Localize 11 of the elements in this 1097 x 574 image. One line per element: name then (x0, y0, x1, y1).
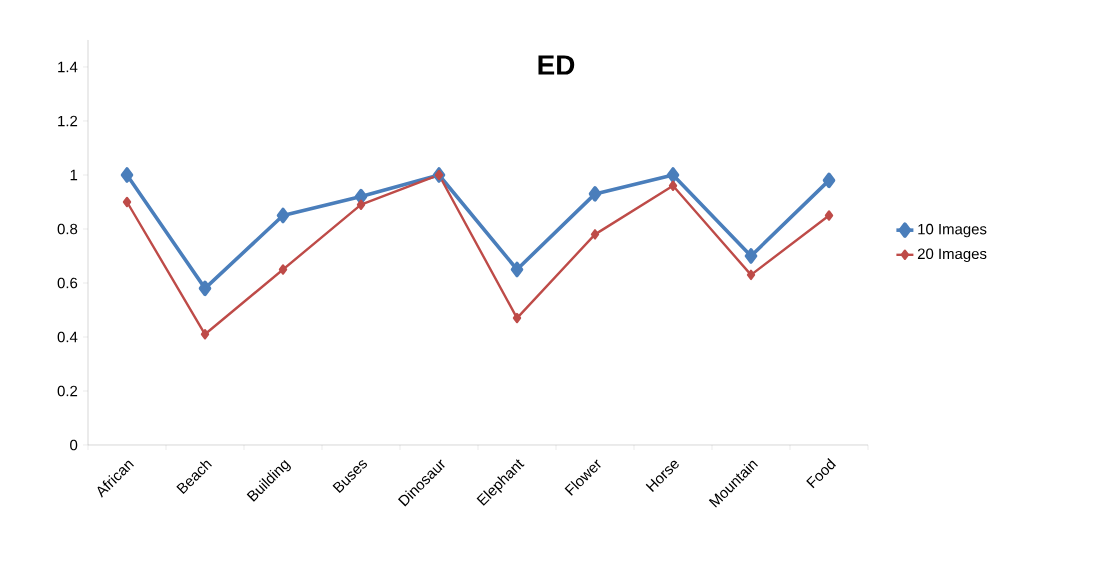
y-tick-label: 1.2 (58, 115, 78, 127)
legend-label: 10 Images (918, 223, 987, 238)
y-tick-label: 0 (70, 439, 78, 451)
chart-title: ED (538, 55, 575, 75)
y-tick-label: 1 (70, 169, 78, 181)
y-tick-label: 1.4 (58, 61, 78, 73)
y-tick-label: 0.8 (57, 223, 78, 235)
y-tick-label: 0.6 (57, 277, 78, 289)
y-tick-label: 0.4 (57, 331, 78, 343)
legend-label: 20 Images (917, 248, 987, 263)
y-tick-label: 0.2 (57, 385, 78, 397)
